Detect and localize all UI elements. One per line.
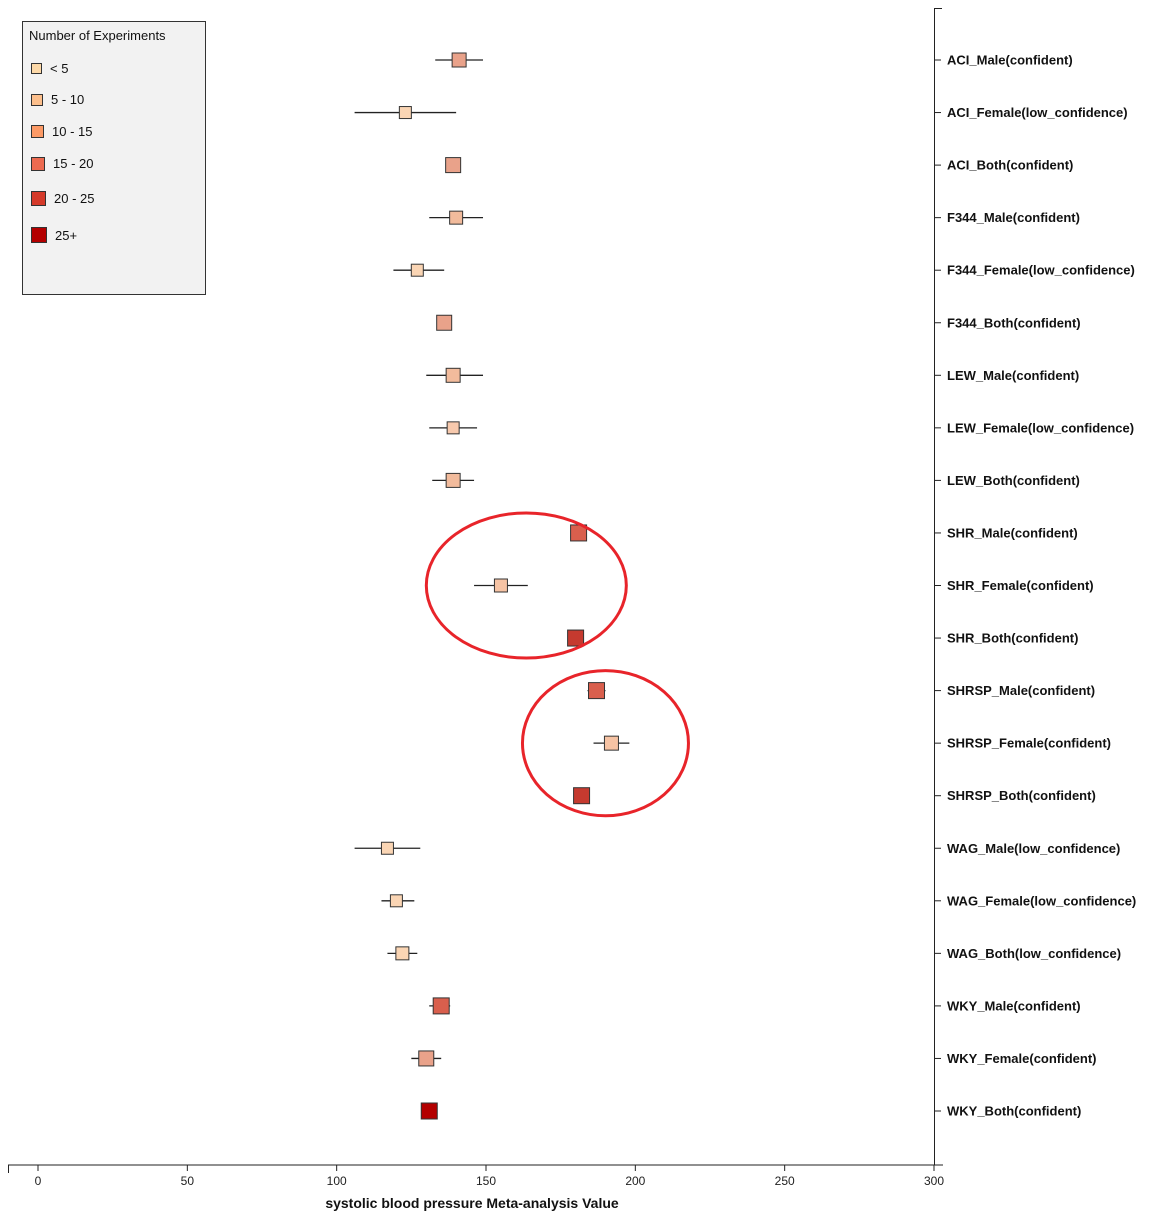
category-label: WAG_Both(low_confidence) bbox=[947, 946, 1121, 961]
x-tick-label: 0 bbox=[35, 1174, 42, 1188]
legend-label: 20 - 25 bbox=[54, 191, 95, 206]
x-tick-label: 150 bbox=[476, 1174, 496, 1188]
x-axis-title: systolic blood pressure Meta-analysis Va… bbox=[325, 1195, 619, 1211]
legend-entry: < 5 bbox=[31, 61, 68, 76]
data-point bbox=[418, 1050, 435, 1067]
category-label: SHR_Male(confident) bbox=[947, 525, 1078, 540]
legend-entry: 20 - 25 bbox=[31, 191, 94, 206]
category-label: ACI_Male(confident) bbox=[947, 53, 1073, 68]
category-label: ACI_Female(low_confidence) bbox=[947, 105, 1128, 120]
category-label: SHR_Female(confident) bbox=[947, 578, 1094, 593]
legend-entry: 15 - 20 bbox=[31, 156, 93, 171]
category-label: SHRSP_Male(confident) bbox=[947, 683, 1095, 698]
category-label: F344_Female(low_confidence) bbox=[947, 263, 1135, 278]
data-point bbox=[436, 314, 453, 331]
annotation-ellipse bbox=[520, 669, 690, 818]
x-tick-label: 300 bbox=[924, 1174, 944, 1188]
category-label: ACI_Both(confident) bbox=[947, 158, 1073, 173]
data-point bbox=[493, 578, 508, 593]
legend-swatch bbox=[31, 93, 43, 106]
x-tick-label: 200 bbox=[625, 1174, 645, 1188]
category-label: LEW_Both(confident) bbox=[947, 473, 1080, 488]
legend-entry: 5 - 10 bbox=[31, 92, 84, 107]
data-point bbox=[398, 106, 412, 120]
category-label: F344_Male(confident) bbox=[947, 210, 1080, 225]
legend-entry: 25+ bbox=[31, 227, 77, 243]
category-label: F344_Both(confident) bbox=[947, 315, 1081, 330]
x-tick-label: 100 bbox=[327, 1174, 347, 1188]
legend-entry: 10 - 15 bbox=[31, 124, 92, 139]
legend-swatch bbox=[31, 63, 42, 74]
category-label: SHRSP_Both(confident) bbox=[947, 788, 1096, 803]
data-point bbox=[395, 946, 410, 961]
category-label: WKY_Male(confident) bbox=[947, 998, 1081, 1013]
data-point bbox=[410, 263, 424, 277]
legend-label: 10 - 15 bbox=[52, 124, 93, 139]
legend-label: < 5 bbox=[50, 61, 69, 76]
legend-label: 15 - 20 bbox=[53, 156, 94, 171]
data-point bbox=[446, 421, 460, 435]
data-point bbox=[389, 894, 403, 908]
data-point bbox=[432, 997, 450, 1015]
category-label: LEW_Male(confident) bbox=[947, 368, 1079, 383]
data-point bbox=[603, 735, 619, 751]
legend-label: 25+ bbox=[55, 227, 78, 243]
data-point bbox=[445, 367, 461, 383]
annotation-ellipse bbox=[424, 511, 628, 660]
data-point bbox=[445, 472, 461, 488]
legend-swatch bbox=[31, 156, 45, 171]
legend-swatch bbox=[31, 191, 46, 206]
x-tick-label: 250 bbox=[775, 1174, 795, 1188]
data-point bbox=[420, 1102, 438, 1120]
chart-legend: Number of Experiments < 5 5 - 10 10 - 15 15… bbox=[22, 21, 206, 295]
legend-label: 5 - 10 bbox=[51, 92, 85, 107]
legend-swatch bbox=[31, 227, 47, 243]
category-label: SHR_Both(confident) bbox=[947, 631, 1078, 646]
category-label: LEW_Female(low_confidence) bbox=[947, 420, 1134, 435]
data-point bbox=[380, 841, 394, 855]
x-tick-label: 50 bbox=[181, 1174, 195, 1188]
category-label: WKY_Both(confident) bbox=[947, 1104, 1081, 1119]
data-point bbox=[567, 629, 585, 647]
category-label: SHRSP_Female(confident) bbox=[947, 736, 1111, 751]
data-point bbox=[445, 157, 462, 174]
legend-title: Number of Experiments bbox=[29, 28, 166, 43]
data-point bbox=[573, 787, 591, 805]
category-label: WAG_Male(low_confidence) bbox=[947, 841, 1120, 856]
legend-swatch bbox=[31, 125, 44, 138]
data-point bbox=[588, 682, 606, 700]
data-point bbox=[449, 210, 464, 225]
data-point bbox=[451, 52, 467, 68]
category-label: WKY_Female(confident) bbox=[947, 1051, 1097, 1066]
category-label: WAG_Female(low_confidence) bbox=[947, 893, 1136, 908]
